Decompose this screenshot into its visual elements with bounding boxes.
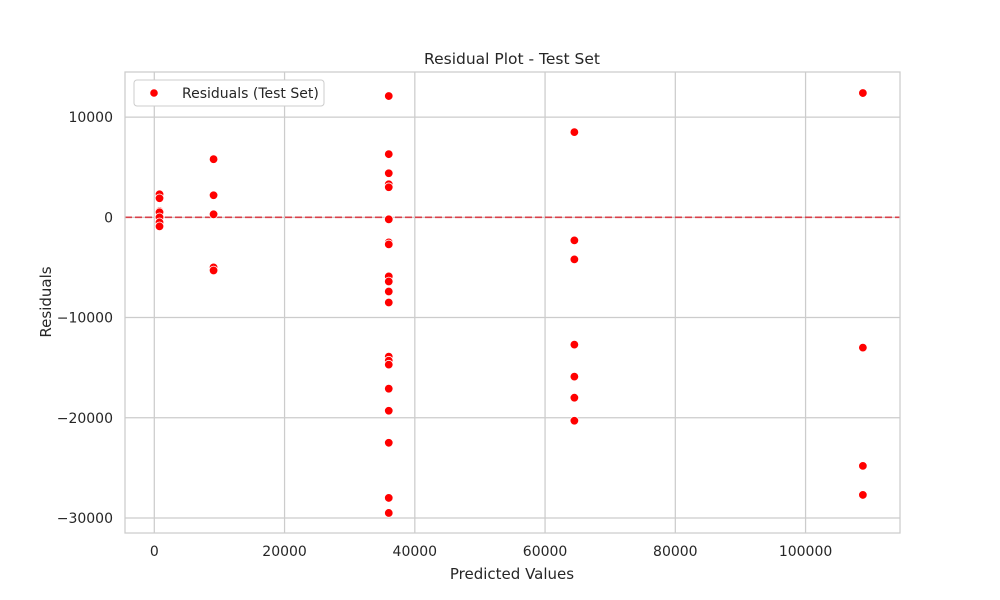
x-tick-label: 80000	[653, 544, 698, 560]
residual-point	[208, 209, 219, 220]
residual-point	[384, 182, 394, 192]
residual-point	[858, 342, 868, 353]
y-tick-label: 10000	[68, 110, 113, 126]
residual-point	[384, 149, 394, 159]
residual-point	[858, 461, 868, 471]
residual-point	[384, 239, 394, 250]
residual-point	[384, 168, 394, 178]
x-tick-label: 0	[150, 544, 159, 560]
residual-point	[569, 416, 580, 426]
residual-point	[858, 88, 868, 98]
x-tick-label: 60000	[523, 544, 568, 560]
residual-point	[569, 127, 580, 137]
x-axis-title: Predicted Values	[450, 565, 574, 583]
residual-point	[384, 508, 394, 518]
x-tick-label: 100000	[779, 544, 832, 560]
residual-point	[569, 254, 580, 265]
legend-box	[133, 79, 325, 107]
legend-label: Residuals (Test Set)	[182, 86, 319, 102]
x-tick-label: 40000	[393, 544, 438, 560]
residual-point	[384, 286, 394, 297]
y-tick-label: −30000	[57, 511, 113, 527]
residual-point	[208, 265, 219, 276]
plot-frame	[124, 71, 901, 534]
residual-point	[208, 190, 219, 200]
residual-point	[154, 221, 165, 232]
residual-point	[569, 339, 580, 350]
y-tick-labels: −30000 −20000 −10000 0 10000	[57, 110, 113, 527]
residual-point	[384, 406, 394, 416]
residual-point	[858, 490, 868, 500]
legend-marker	[149, 88, 159, 98]
residual-point	[384, 214, 394, 225]
residual-point	[384, 297, 394, 308]
residual-point	[384, 276, 394, 287]
residual-point	[384, 438, 394, 448]
residual-point	[208, 154, 219, 164]
plot-area	[125, 72, 900, 533]
y-tick-label: −10000	[57, 311, 113, 327]
legend: Residuals (Test Set)	[133, 79, 325, 107]
residual-point	[569, 235, 580, 246]
residual-point	[384, 91, 394, 101]
chart-title: Residual Plot - Test Set	[424, 50, 600, 68]
residual-point	[384, 359, 394, 370]
residual-point	[154, 193, 165, 203]
residual-point	[569, 371, 580, 382]
y-tick-label: −20000	[57, 411, 113, 427]
y-axis-title: Residuals	[37, 266, 55, 337]
x-tick-label: 20000	[262, 544, 307, 560]
residual-points	[154, 88, 868, 518]
x-tick-labels: 0 20000 40000 60000 80000 100000	[150, 544, 832, 560]
y-tick-label: 0	[104, 210, 113, 226]
residual-point	[569, 393, 580, 403]
residual-point	[384, 383, 394, 394]
residual-point	[384, 493, 394, 503]
